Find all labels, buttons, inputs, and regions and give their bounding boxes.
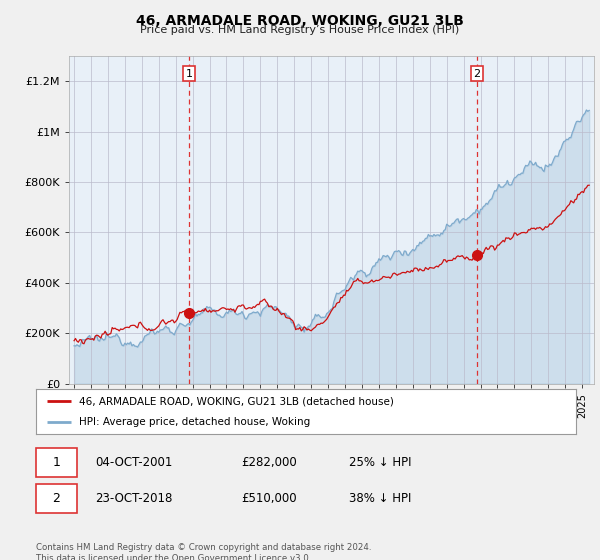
Text: HPI: Average price, detached house, Woking: HPI: Average price, detached house, Woki… — [79, 417, 310, 427]
Text: 2: 2 — [473, 69, 481, 78]
Text: £282,000: £282,000 — [241, 456, 297, 469]
FancyBboxPatch shape — [36, 448, 77, 477]
Text: Price paid vs. HM Land Registry’s House Price Index (HPI): Price paid vs. HM Land Registry’s House … — [140, 25, 460, 35]
Text: 46, ARMADALE ROAD, WOKING, GU21 3LB (detached house): 46, ARMADALE ROAD, WOKING, GU21 3LB (det… — [79, 396, 394, 407]
Text: 38% ↓ HPI: 38% ↓ HPI — [349, 492, 412, 505]
Text: 2: 2 — [52, 492, 60, 505]
FancyBboxPatch shape — [36, 484, 77, 513]
Text: Contains HM Land Registry data © Crown copyright and database right 2024.
This d: Contains HM Land Registry data © Crown c… — [36, 543, 371, 560]
Text: 1: 1 — [52, 456, 60, 469]
Text: £510,000: £510,000 — [241, 492, 297, 505]
Text: 23-OCT-2018: 23-OCT-2018 — [95, 492, 173, 505]
Text: 46, ARMADALE ROAD, WOKING, GU21 3LB: 46, ARMADALE ROAD, WOKING, GU21 3LB — [136, 14, 464, 28]
Text: 04-OCT-2001: 04-OCT-2001 — [95, 456, 173, 469]
Text: 1: 1 — [185, 69, 193, 78]
Text: 25% ↓ HPI: 25% ↓ HPI — [349, 456, 412, 469]
